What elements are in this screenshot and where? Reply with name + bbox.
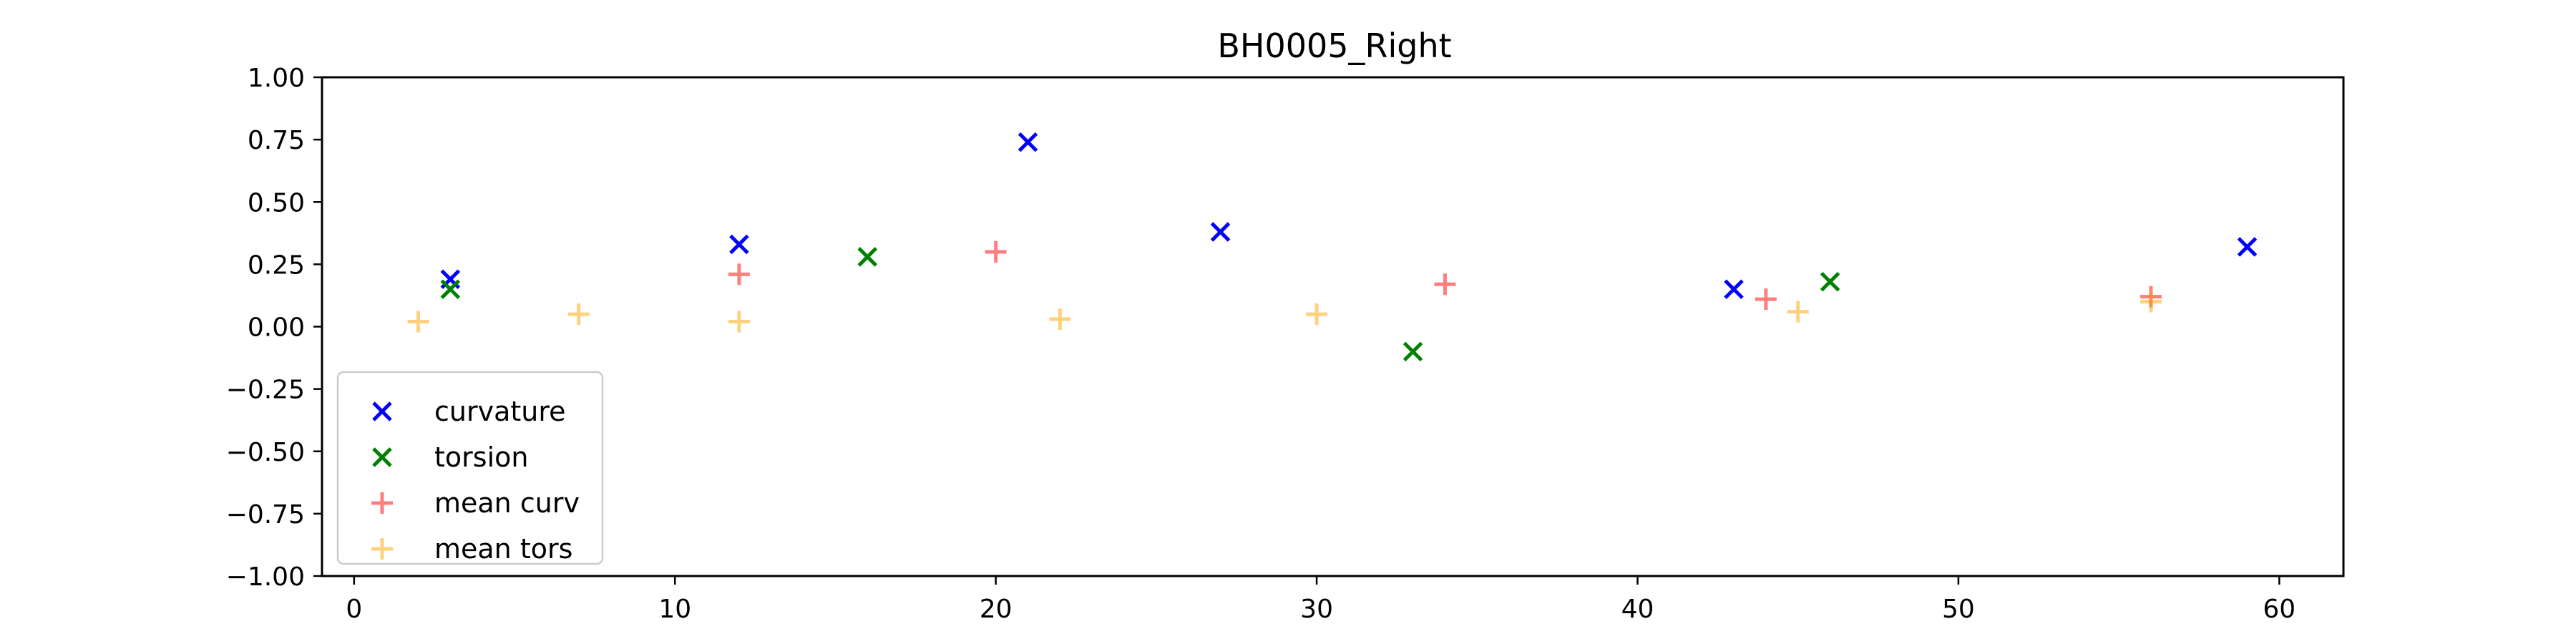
x-tick-label: 20	[980, 595, 1013, 624]
y-axis: −1.00 −0.75 −0.50 −0.25 0.00 0.25 0.50 0.75 1.00	[226, 64, 322, 592]
y-tick-label: −0.25	[226, 376, 305, 405]
y-tick-label: −0.75	[226, 500, 305, 530]
legend-item-torsion: torsion	[372, 441, 528, 473]
curvature-point	[1018, 132, 1038, 152]
torsion-point	[1402, 341, 1423, 362]
mean-tors-point	[2140, 291, 2162, 313]
torsion-point	[857, 247, 878, 267]
y-tick-label: 0.50	[248, 188, 305, 218]
mean-tors-point	[1049, 308, 1071, 331]
x-tick-label: 10	[658, 595, 691, 624]
plot-points	[407, 132, 2258, 362]
y-tick-label: 0.25	[248, 250, 305, 280]
torsion-point	[1820, 272, 1840, 292]
y-tick-label: 0.75	[248, 126, 305, 155]
legend-label-curvature: curvature	[434, 396, 566, 427]
mean-tors-point	[728, 311, 750, 333]
curvature-point	[729, 234, 749, 255]
x-tick-label: 50	[1942, 595, 1975, 624]
legend-marker-curvature	[372, 401, 392, 421]
y-tick-label: −1.00	[226, 562, 305, 592]
x-tick-label: 60	[2263, 595, 2296, 624]
torsion-point	[440, 279, 461, 299]
mean-tors-point	[1787, 301, 1809, 323]
chart-title: BH0005_Right	[1217, 26, 1451, 65]
legend-marker-torsion	[372, 447, 392, 467]
legend-item-mean-curv: mean curv	[371, 487, 580, 519]
plot-frame	[321, 76, 2345, 577]
curvature-point	[1210, 222, 1231, 242]
x-axis: 0 10 20 30 40 50 60	[346, 576, 2296, 624]
legend-label-mean-curv: mean curv	[434, 487, 580, 519]
y-tick-label: −0.50	[226, 438, 305, 467]
legend-label-torsion: torsion	[434, 441, 528, 473]
legend-box	[336, 371, 604, 565]
mean-tors-point	[1306, 303, 1328, 326]
y-tick-label: 1.00	[248, 64, 305, 93]
legend-label-mean-tors: mean tors	[434, 533, 572, 565]
legend-item-mean-tors: mean tors	[371, 533, 572, 565]
legend: curvature torsion mean curv mean tors	[336, 371, 604, 565]
y-tick-label: 0.00	[248, 313, 305, 343]
mean-tors-point	[407, 311, 429, 333]
x-tick-label: 0	[346, 595, 362, 624]
curvature-point	[1724, 279, 1744, 299]
mean-curv-point	[1755, 288, 1777, 311]
x-tick-label: 30	[1300, 595, 1333, 624]
mean-curv-point	[728, 263, 750, 286]
legend-item-curvature: curvature	[372, 396, 566, 427]
x-tick-label: 40	[1621, 595, 1654, 624]
mean-tors-point	[567, 303, 590, 326]
mean-curv-point	[985, 240, 1007, 263]
curvature-point	[2237, 237, 2258, 257]
legend-marker-mean-tors	[371, 538, 393, 560]
mean-curv-point	[1434, 273, 1456, 296]
legend-marker-mean-curv	[371, 492, 393, 514]
